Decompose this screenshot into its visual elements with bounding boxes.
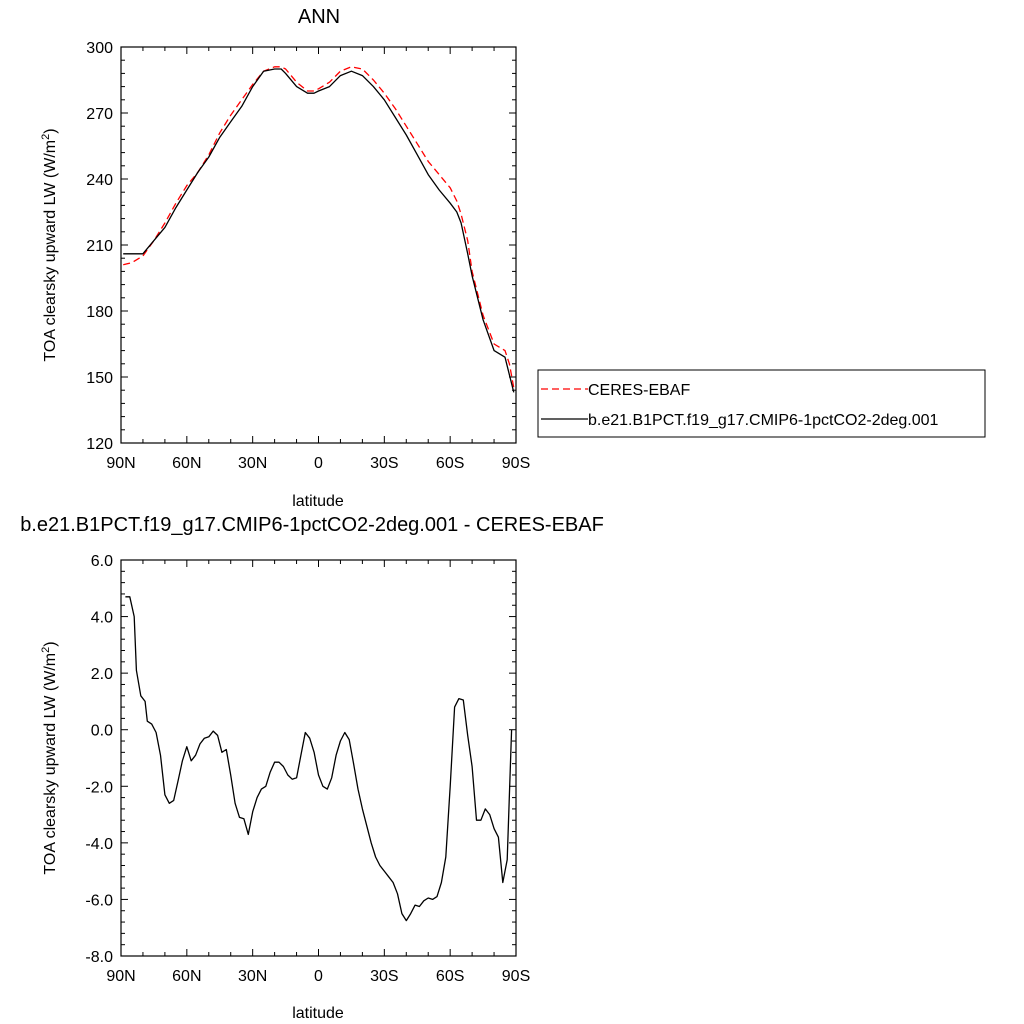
bottom-y-tick-label: 2.0: [91, 666, 113, 683]
bottom-series-line-0: [125, 596, 513, 922]
top-x-tick-label: 0: [314, 455, 323, 472]
bottom-y-tick-label: -2.0: [85, 779, 113, 796]
bottom-y-axis-label: TOA clearsky upward LW (W/m2): [40, 641, 59, 874]
bottom-x-axis-label: latitude: [292, 1005, 344, 1022]
bottom-x-tick-label: 90S: [502, 968, 530, 985]
top-chart-title: ANN: [298, 6, 340, 28]
top-x-tick-label: 60S: [436, 455, 464, 472]
top-x-tick-label: 60N: [172, 455, 201, 472]
bottom-x-tick-label: 90N: [106, 968, 135, 985]
bottom-y-tick-label: -4.0: [85, 836, 113, 853]
top-x-tick-label: 90S: [502, 455, 530, 472]
bottom-axis-ticks: 90N 60N 30N 0 30S 60S 90S -8.0 -6.0 -4.0 -2.0 0.0 2.…: [85, 553, 530, 985]
legend-box: [537, 369, 986, 438]
top-y-tick-label: 240: [86, 172, 113, 189]
bottom-x-tick-label: 0: [314, 968, 323, 985]
top-y-tick-label: 120: [86, 436, 113, 453]
legend-label-ceres: CERES-EBAF: [588, 382, 690, 399]
bottom-y-tick-label: 6.0: [91, 553, 113, 570]
bottom-x-tick-label: 60S: [436, 968, 464, 985]
top-y-tick-label: 270: [86, 106, 113, 123]
top-series-line-1: [123, 68, 515, 393]
top-x-tick-label: 90N: [106, 455, 135, 472]
top-y-axis-label: TOA clearsky upward LW (W/m2): [40, 128, 59, 361]
top-x-axis-label: latitude: [292, 493, 344, 510]
top-series-lines: [123, 66, 515, 393]
top-y-tick-label: 210: [86, 238, 113, 255]
bottom-plot-frame: [120, 559, 517, 957]
top-series-line-0: [123, 66, 515, 389]
legend-label-model: b.e21.B1PCT.f19_g17.CMIP6-1pctCO2-2deg.0…: [588, 412, 939, 429]
top-axis-ticks: 90N 60N 30N 0 30S 60S 90S 120 150 180 210 240 270 300: [86, 40, 530, 472]
bottom-y-tick-label: -8.0: [85, 949, 113, 966]
bottom-series-lines: [125, 596, 513, 922]
top-panel: ANN 90N 60N 30N 0 30S 60S 90S 120 150 180 210 240 27…: [40, 6, 530, 510]
top-y-tick-label: 180: [86, 304, 113, 321]
bottom-x-tick-label: 60N: [172, 968, 201, 985]
bottom-x-tick-label: 30N: [238, 968, 267, 985]
top-plot-area: 90N 60N 30N 0 30S 60S 90S 120 150 180 210 240 270 300: [86, 40, 530, 472]
bottom-y-tick-label: -6.0: [85, 892, 113, 909]
top-x-tick-label: 30S: [370, 455, 398, 472]
top-plot-frame: [120, 46, 517, 444]
bottom-y-tick-label: 0.0: [91, 723, 113, 740]
bottom-x-tick-label: 30S: [370, 968, 398, 985]
top-x-tick-label: 30N: [238, 455, 267, 472]
bottom-chart-title: b.e21.B1PCT.f19_g17.CMIP6-1pctCO2-2deg.0…: [20, 514, 604, 536]
top-y-tick-label: 150: [86, 370, 113, 387]
top-y-tick-label: 300: [86, 40, 113, 57]
bottom-y-tick-label: 4.0: [91, 610, 113, 627]
bottom-panel: b.e21.B1PCT.f19_g17.CMIP6-1pctCO2-2deg.0…: [20, 514, 604, 1022]
bottom-plot-area: 90N 60N 30N 0 30S 60S 90S -8.0 -6.0 -4.0 -2.0 0.0 2.…: [85, 553, 530, 985]
legend: CERES-EBAF b.e21.B1PCT.f19_g17.CMIP6-1pc…: [537, 369, 986, 438]
